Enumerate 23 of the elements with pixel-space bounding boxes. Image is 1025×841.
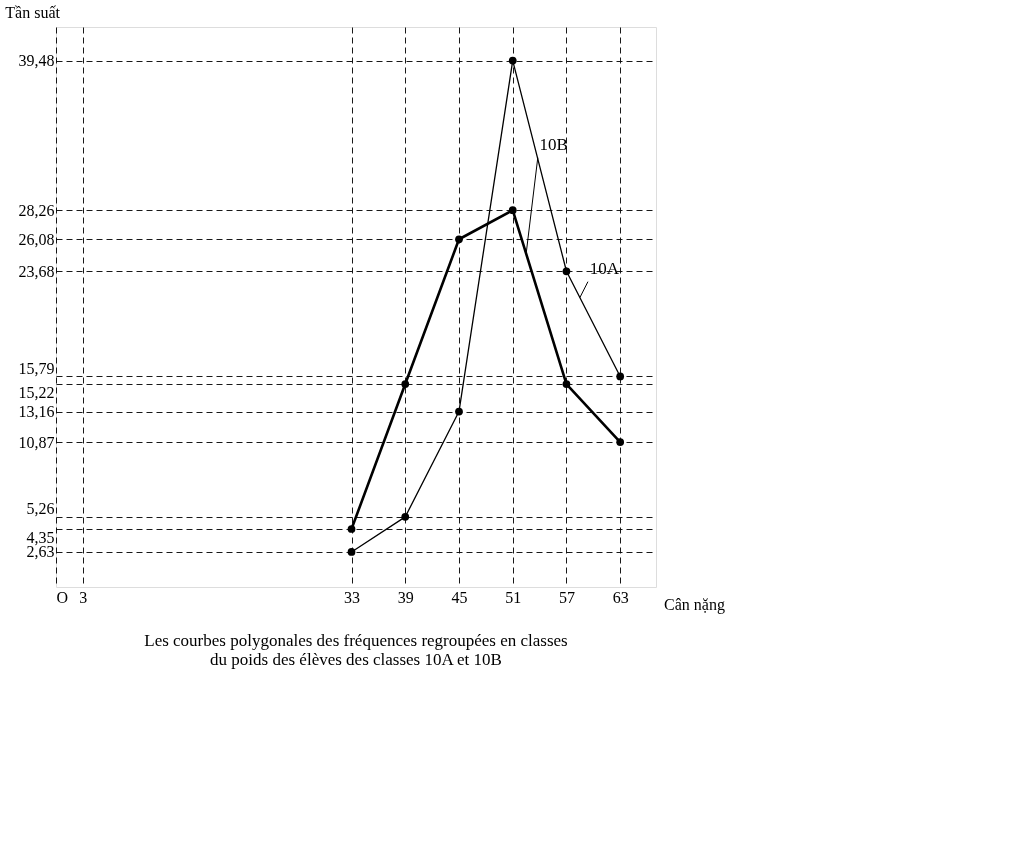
y-tick-label: 4,35 <box>26 528 55 546</box>
y-tick-label: 15,22 <box>18 383 55 401</box>
y-tick-label: 10,87 <box>18 433 55 451</box>
x-tick-label: O <box>56 588 69 606</box>
x-tick-label: 63 <box>612 588 629 606</box>
x-tick-label: 39 <box>397 588 414 606</box>
y-tick-label: 23,68 <box>18 262 55 280</box>
y-tick-label: 39,48 <box>18 52 55 70</box>
y-tick-label: 26,08 <box>18 230 55 248</box>
y-tick-label: 28,26 <box>18 201 55 219</box>
x-axis-title: Cân nặng <box>664 596 725 614</box>
text: Les courbes polygonales des fréquences regroupées en classes du poids des élèves des classes 10A et 10B <box>144 631 568 669</box>
x-tick-label: 51 <box>505 588 522 606</box>
y-tick-label: 5,26 <box>26 500 55 518</box>
x-tick-label: 45 <box>451 588 468 606</box>
text: 10B <box>539 134 568 154</box>
x-tick-label: 33 <box>344 588 361 606</box>
y-tick-label: 15,79 <box>18 359 55 377</box>
x-tick-label: 57 <box>558 588 575 606</box>
y-tick-label: 13,16 <box>18 403 55 421</box>
y-axis-title: Tần suất <box>5 4 61 21</box>
series-label: 10A <box>589 258 620 278</box>
x-tick-label: 3 <box>79 588 88 606</box>
